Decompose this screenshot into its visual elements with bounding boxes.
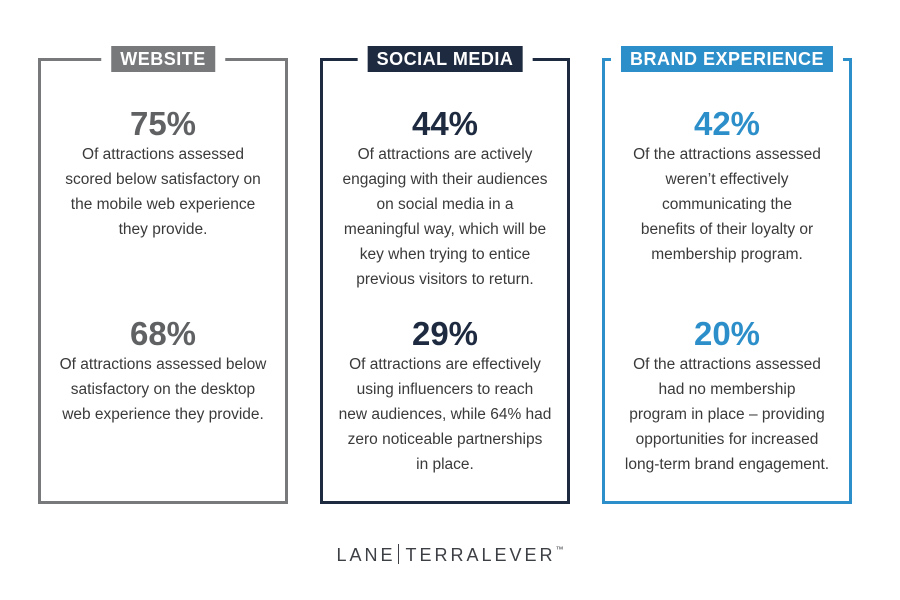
stat-line: engaging with their audiences: [342, 171, 548, 188]
brand-experience-card: BRAND EXPERIENCE 42% Of the attractions …: [602, 46, 852, 504]
stat-line: on social media in a: [376, 196, 514, 213]
stat-line: long-term brand engagement.: [624, 456, 830, 473]
stat-line: the mobile web experience: [70, 196, 256, 213]
stat-description: Of the attractions assessed had no membe…: [605, 352, 849, 477]
stat-description: Of attractions are effectively using inf…: [323, 352, 567, 477]
website-card: WEBSITE 75% Of attractions assessed scor…: [38, 46, 288, 504]
stat-line: key when trying to entice: [359, 246, 531, 263]
website-stat-2: 68% Of attractions assessed below satisf…: [41, 316, 285, 427]
social-stat-1: 44% Of attractions are actively engaging…: [323, 106, 567, 292]
stat-line: Of the attractions assessed: [633, 146, 821, 163]
website-label-text: WEBSITE: [111, 46, 215, 72]
stat-line: satisfactory on the desktop: [70, 381, 256, 398]
stat-line: program in place – providing: [629, 406, 825, 423]
stat-line: benefits of their loyalty or: [640, 221, 814, 238]
stat-line: membership program.: [651, 246, 803, 263]
stat-description: Of the attractions assessed weren’t effe…: [605, 142, 849, 267]
stat-line: new audiences, while 64% had: [338, 406, 552, 423]
stat-line: had no membership: [658, 381, 796, 398]
stat-description: Of attractions are actively engaging wit…: [323, 142, 567, 292]
stat-line: Of the attractions assessed: [633, 356, 821, 373]
brand-experience-card-label: BRAND EXPERIENCE: [610, 46, 844, 72]
stat-line: meaningful way, which will be: [343, 221, 547, 238]
stat-line: Of attractions assessed below: [59, 356, 267, 373]
stat-line: Of attractions are actively: [357, 146, 533, 163]
stat-value: 29%: [411, 315, 479, 352]
stat-line: zero noticeable partnerships: [347, 431, 543, 448]
social-media-card: SOCIAL MEDIA 44% Of attractions are acti…: [320, 46, 570, 504]
logo-word-terralever: TERRALEVER: [405, 545, 556, 565]
logo-word-lane: LANE: [336, 545, 396, 565]
trademark-symbol: ™: [555, 545, 564, 554]
stat-line: in place.: [416, 456, 474, 473]
stat-value: 75%: [129, 105, 197, 142]
stat-description: Of attractions assessed scored below sat…: [41, 142, 285, 242]
stat-value: 68%: [129, 315, 197, 352]
stat-line: scored below satisfactory on: [65, 171, 261, 188]
stat-line: using influencers to reach: [356, 381, 534, 398]
stat-line: they provide.: [118, 221, 208, 238]
brand-experience-label-text: BRAND EXPERIENCE: [620, 46, 834, 72]
stat-line: weren’t effectively: [665, 171, 789, 188]
website-card-label: WEBSITE: [101, 46, 225, 72]
lane-terralever-logo: LANE TERRALEVER™: [0, 544, 900, 566]
stat-line: Of attractions assessed: [82, 146, 244, 163]
website-stat-1: 75% Of attractions assessed scored below…: [41, 106, 285, 242]
stat-line: opportunities for increased: [635, 431, 819, 448]
social-stat-2: 29% Of attractions are effectively using…: [323, 316, 567, 477]
stat-line: Of attractions are effectively: [349, 356, 541, 373]
stat-line: communicating the: [661, 196, 793, 213]
logo-divider: [398, 544, 400, 564]
social-media-label-text: SOCIAL MEDIA: [367, 46, 523, 72]
social-media-card-label: SOCIAL MEDIA: [357, 46, 533, 72]
stat-line: web experience they provide.: [62, 406, 264, 423]
brand-stat-2: 20% Of the attractions assessed had no m…: [605, 316, 849, 477]
stat-description: Of attractions assessed below satisfacto…: [41, 352, 285, 427]
stat-value: 20%: [693, 315, 761, 352]
stat-value: 42%: [693, 105, 761, 142]
brand-stat-1: 42% Of the attractions assessed weren’t …: [605, 106, 849, 267]
stat-line: previous visitors to return.: [356, 271, 534, 288]
stat-value: 44%: [411, 105, 479, 142]
